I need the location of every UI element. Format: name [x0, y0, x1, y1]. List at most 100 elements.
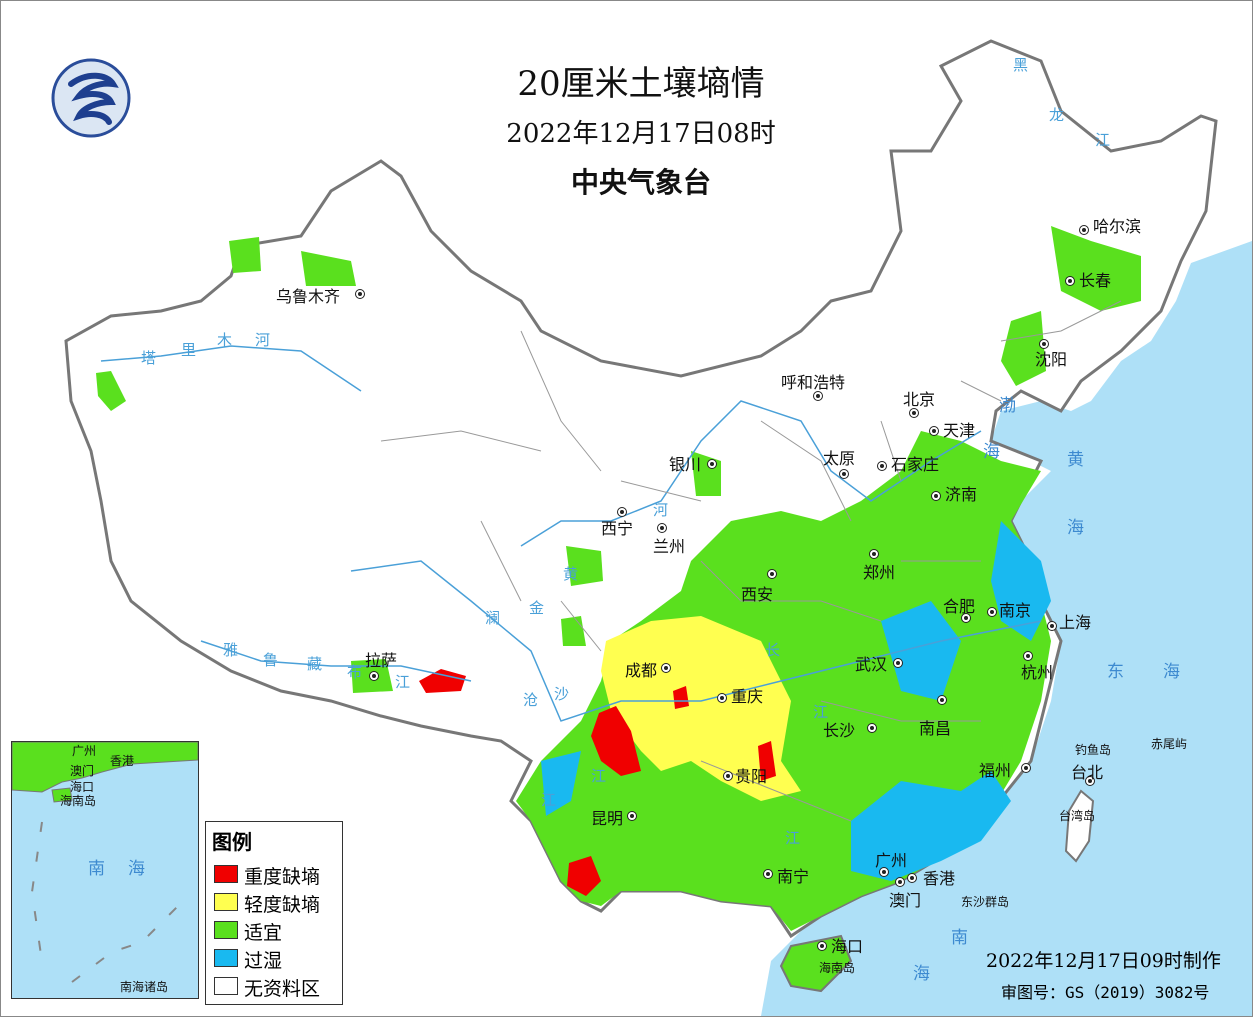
map-datetime: 2022年12月17日08时 — [506, 119, 776, 149]
island-label: 海南岛 — [819, 961, 856, 975]
moisture-suitable-patch — [566, 546, 603, 586]
moisture-slight-deficit-region — [601, 616, 801, 801]
sea-label: 海 — [913, 964, 930, 984]
sea-label: 南 — [951, 928, 968, 948]
city-marker — [839, 469, 849, 479]
sea-label: 海 — [983, 442, 1000, 462]
moisture-suitable-patch — [301, 251, 356, 286]
river-label: 龙 — [1049, 106, 1065, 124]
river-label: 鲁 — [263, 651, 279, 669]
cma-logo — [51, 58, 131, 138]
city-label: 兰州 — [653, 537, 686, 556]
moisture-severe-deficit-region — [591, 706, 641, 776]
river-label: 江 — [395, 673, 411, 691]
river-label: 长 — [765, 641, 781, 659]
legend-swatch — [214, 977, 238, 995]
city-marker — [707, 459, 717, 469]
moisture-severe-deficit-region — [758, 741, 776, 781]
sea-area — [761, 241, 1252, 1016]
city-label: 济南 — [945, 485, 978, 504]
city-marker — [817, 941, 827, 951]
city-label: 杭州 — [1021, 663, 1054, 682]
moisture-severe-deficit-region — [673, 686, 689, 709]
river-label: 黄 — [563, 565, 579, 583]
tarim-river-line — [100, 345, 362, 392]
inset-place-label: 澳门 — [70, 764, 95, 778]
yellow-river-line — [520, 400, 982, 547]
city-label: 乌鲁木齐 — [276, 287, 341, 306]
river-label: 里 — [181, 341, 197, 359]
city-marker — [657, 523, 667, 533]
map-title: 20厘米土壤墒情 — [517, 64, 765, 104]
moisture-suitable-patch — [229, 237, 261, 273]
city-marker — [1047, 621, 1057, 631]
city-label: 海口 — [831, 937, 864, 956]
city-label: 台北 — [1071, 763, 1104, 782]
city-marker — [813, 391, 823, 401]
river-label: 金 — [529, 599, 545, 617]
city-marker — [369, 671, 379, 681]
city-label: 石家庄 — [891, 455, 940, 474]
city-label: 重庆 — [731, 687, 764, 706]
city-marker — [1023, 651, 1033, 661]
city-marker — [869, 549, 879, 559]
moisture-severe-deficit-region — [567, 856, 601, 896]
city-marker — [723, 771, 733, 781]
city-label: 武汉 — [855, 655, 888, 674]
city-label: 广州 — [875, 851, 908, 870]
city-label: 南昌 — [919, 719, 952, 738]
city-marker — [895, 877, 905, 887]
sea-label: 渤 — [999, 396, 1016, 416]
city-marker — [717, 693, 727, 703]
sea-label: 海 — [1163, 662, 1180, 682]
city-marker — [1085, 776, 1095, 786]
map-issuer: 中央气象台 — [570, 166, 711, 199]
legend-swatch — [214, 865, 238, 883]
city-label: 银川 — [669, 455, 702, 474]
city-marker — [961, 613, 971, 623]
inset-place-label: 广州 — [72, 744, 97, 758]
city-marker — [937, 695, 947, 705]
city-label: 沈阳 — [1035, 350, 1068, 369]
island-label: 台湾岛 — [1059, 809, 1096, 823]
city-marker — [931, 491, 941, 501]
moisture-wet-region — [851, 771, 1011, 881]
inset-place-label: 香港 — [110, 754, 135, 768]
city-label: 西宁 — [601, 519, 634, 538]
river-label: 澜 — [485, 609, 501, 627]
legend-label: 轻度缺墒 — [244, 894, 321, 916]
legend-label: 重度缺墒 — [244, 866, 321, 888]
yangtze-river-line — [350, 560, 1042, 722]
moisture-suitable-patch — [1001, 311, 1046, 386]
south-china-sea-inset: 广州 香港 澳门 海口 海南岛 南 海 南海诸岛 — [11, 741, 199, 999]
sea-label: 黄 — [1067, 450, 1084, 470]
city-marker — [893, 658, 903, 668]
city-label: 南京 — [999, 601, 1032, 620]
moisture-suitable-patch — [561, 616, 586, 646]
river-label: 江 — [785, 829, 801, 847]
made-time-text: 2022年12月17日09时制作 — [986, 950, 1221, 972]
city-label: 郑州 — [863, 563, 896, 582]
river-label: 江 — [813, 703, 829, 721]
city-marker — [1079, 225, 1089, 235]
city-label: 天津 — [943, 421, 976, 440]
moisture-wet-region — [991, 521, 1051, 641]
river-label: 木 — [217, 331, 233, 349]
hainan-island — [779, 934, 853, 993]
legend-label: 适宜 — [244, 922, 283, 944]
city-marker — [355, 289, 365, 299]
city-marker — [867, 723, 877, 733]
city-marker — [627, 811, 637, 821]
map-legend: 图例 重度缺墒 轻度缺墒 适宜 过湿 无资料区 — [205, 821, 343, 1005]
river-label: 江 — [1095, 131, 1111, 149]
island-label: 钓鱼岛 — [1075, 743, 1112, 757]
city-marker — [879, 867, 889, 877]
island-label: 赤尾屿 — [1151, 737, 1188, 751]
legend-swatch — [214, 893, 238, 911]
river-label: 沧 — [523, 691, 539, 709]
city-label: 香港 — [923, 869, 956, 888]
legend-swatch — [214, 921, 238, 939]
city-marker — [1065, 276, 1075, 286]
